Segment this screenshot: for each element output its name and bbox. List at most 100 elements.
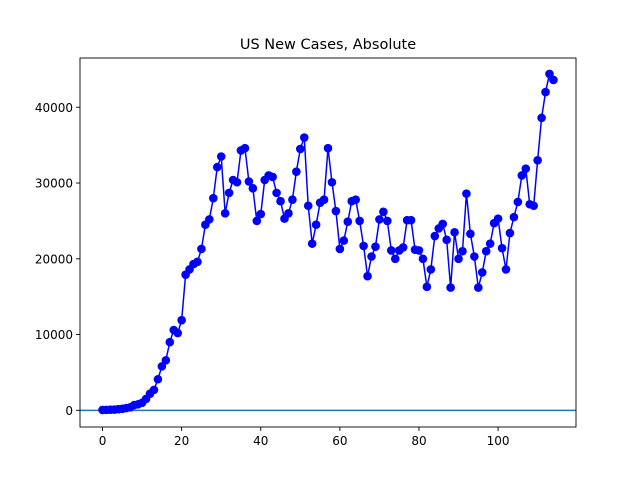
data-point <box>311 220 321 229</box>
y-tick-label: 10000 <box>35 328 73 342</box>
data-point <box>375 215 384 224</box>
x-tick-label: 60 <box>332 434 347 448</box>
data-point <box>303 201 313 211</box>
data-point <box>292 167 301 176</box>
data-point <box>299 133 309 142</box>
data-point <box>383 216 392 226</box>
y-tick-label: 40000 <box>35 101 73 115</box>
data-point <box>224 188 234 198</box>
data-point <box>216 152 226 161</box>
data-point <box>537 113 546 123</box>
data-point <box>418 254 428 264</box>
data-point <box>244 177 254 186</box>
x-tick-label: 80 <box>411 434 426 448</box>
data-point <box>177 315 186 325</box>
data-point <box>319 195 329 204</box>
y-tick-label: 0 <box>65 404 73 418</box>
data-point <box>549 75 558 85</box>
data-point <box>438 219 448 229</box>
data-point <box>454 254 463 264</box>
data-point <box>501 265 511 274</box>
data-point <box>398 243 408 252</box>
data-point <box>446 283 455 292</box>
data-point <box>481 246 491 256</box>
data-point <box>529 201 538 211</box>
data-point <box>355 216 364 226</box>
data-point <box>422 282 432 292</box>
data-point <box>474 283 483 292</box>
data-point <box>541 87 550 97</box>
data-point <box>157 362 167 371</box>
data-point <box>371 242 380 251</box>
data-point <box>327 177 337 187</box>
data-point <box>430 231 440 241</box>
chart-title: US New Cases, Absolute <box>240 37 416 53</box>
data-point <box>517 171 527 180</box>
y-tick-label: 30000 <box>35 177 73 191</box>
data-point <box>470 252 479 261</box>
data-point <box>335 244 345 254</box>
data-point <box>521 164 531 173</box>
data-point <box>339 236 349 245</box>
data-point <box>205 215 214 224</box>
data-point <box>406 215 416 225</box>
data-point <box>252 216 262 226</box>
data-point <box>323 143 333 153</box>
x-tick-label: 20 <box>174 434 189 448</box>
data-point <box>442 235 451 245</box>
data-point <box>462 189 471 198</box>
data-point <box>466 229 475 239</box>
data-point <box>458 246 467 256</box>
y-tick-label: 20000 <box>35 252 73 266</box>
data-point <box>343 217 353 226</box>
x-tick-label: 0 <box>99 434 107 448</box>
data-point <box>359 241 368 251</box>
data-point <box>386 246 396 255</box>
data-point <box>545 69 554 79</box>
data-point <box>513 197 523 207</box>
data-point <box>351 195 360 204</box>
data-point <box>240 143 250 153</box>
data-point <box>173 328 182 338</box>
data-point <box>212 162 222 172</box>
data-point <box>307 239 317 248</box>
data-point <box>390 254 400 264</box>
data-point <box>505 228 515 238</box>
data-point <box>284 209 293 218</box>
data-point <box>331 206 341 216</box>
data-point <box>379 207 388 217</box>
data-point <box>497 243 507 253</box>
data-point <box>493 214 503 223</box>
data-point <box>288 195 297 204</box>
data-point <box>363 271 372 281</box>
data-point <box>276 196 285 206</box>
data-point <box>256 209 266 219</box>
data-point <box>193 257 202 267</box>
data-point <box>232 177 242 187</box>
data-point <box>477 268 487 277</box>
data-point <box>426 265 436 274</box>
data-point <box>485 239 495 248</box>
data-point <box>197 244 206 254</box>
data-point <box>450 227 459 237</box>
data-point <box>220 209 230 218</box>
data-point <box>209 193 218 203</box>
data-point <box>268 172 277 182</box>
data-point <box>248 184 258 193</box>
series-layer <box>98 69 558 415</box>
data-point <box>149 385 159 395</box>
data-point <box>414 246 424 255</box>
data-point <box>367 252 376 261</box>
axes: 0 20 40 60 80 100 0 10000 20000 30000 40000 <box>35 57 577 448</box>
x-tick-label: 100 <box>487 434 510 448</box>
data-point <box>296 144 305 154</box>
data-point <box>272 188 281 198</box>
data-point <box>509 212 519 222</box>
data-point <box>153 374 163 384</box>
plot-frame <box>79 57 577 428</box>
x-tick-label: 40 <box>253 434 268 448</box>
data-point <box>165 337 175 347</box>
data-point <box>533 155 542 165</box>
